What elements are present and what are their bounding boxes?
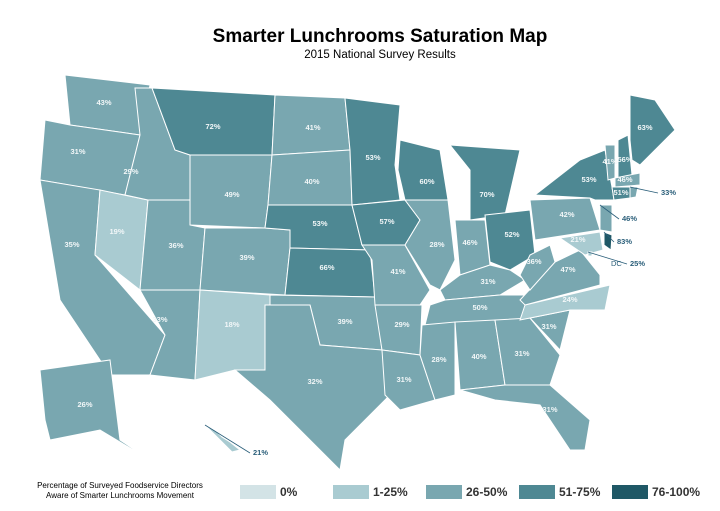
state-label: 41% [602,157,617,166]
state-label: 28% [429,240,444,249]
state-label: 56% [617,155,632,164]
legend-label: 26-50% [466,485,508,499]
state-label: 42% [559,210,574,219]
state-label: 53% [581,175,596,184]
state [204,424,242,453]
dc-label: DC [611,259,622,268]
state-label: 46% [462,238,477,247]
state-label: 18% [224,320,239,329]
legend-label: 0% [280,485,298,499]
state-label: 36% [168,241,183,250]
state-label: 66% [319,263,334,272]
state [397,139,449,201]
state [459,384,591,451]
state-label: 83% [617,237,632,246]
state-label: 60% [419,177,434,186]
map-subtitle: 2015 National Survey Results [304,49,456,61]
state-label: 40% [304,177,319,186]
state [484,209,536,271]
state-label: 46% [617,175,632,184]
legend-title: Percentage of Surveyed Foodservice Direc… [37,481,203,490]
state-label: 39% [337,317,352,326]
state-label: 31% [542,405,557,414]
state-label: 52% [504,230,519,239]
legend-label: 1-25% [373,485,408,499]
state-label: 41% [305,123,320,132]
leader-line [629,186,659,194]
legend-swatch [612,485,648,499]
state-label: 53% [365,153,380,162]
state-label: 47% [560,265,575,274]
state [603,231,613,251]
leader-line [204,424,251,454]
legend-title: Aware of Smarter Lunchrooms Movement [46,491,195,500]
legend-swatch [333,485,369,499]
state-label: 32% [307,377,322,386]
state-label: 46% [622,214,637,223]
state-label: 36% [526,257,541,266]
state-label: 41% [390,267,405,276]
state-label: 21% [570,235,585,244]
state [448,144,521,221]
state [629,94,676,166]
legend: 0% 1-25% 26-50% 51-75% 76-100% [240,485,700,499]
leader-line [603,231,615,243]
map-title: Smarter Lunchrooms Saturation Map [213,26,548,47]
legend-swatch [240,485,276,499]
state-label: 29% [394,320,409,329]
state-label: 19% [109,227,124,236]
state-label: 70% [479,190,494,199]
state [39,359,151,461]
leader-line [587,251,628,265]
state-label: 39% [239,253,254,262]
state-label: 31% [480,277,495,286]
state-label: 28% [431,355,446,364]
state [381,349,436,411]
leader-line [599,204,620,220]
state [404,199,456,291]
state-label: 57% [379,217,394,226]
state-label: 25% [630,259,645,268]
state [519,244,556,291]
state-label: 33% [152,315,167,324]
state-label: 50% [472,303,487,312]
state-label: 29% [123,167,138,176]
state-label: 31% [514,349,529,358]
state-label: 53% [312,219,327,228]
state-label: 33% [661,188,676,197]
state-label: 31% [396,375,411,384]
state-label: 31% [541,322,556,331]
state [419,321,456,401]
state-label: 35% [64,240,79,249]
state [284,247,376,298]
legend-swatch [519,485,555,499]
state [194,289,271,381]
state [629,186,639,199]
state [139,289,201,381]
state [344,97,401,206]
state-label: 43% [96,98,111,107]
state-label: 31% [70,147,85,156]
state [614,172,641,188]
state [558,231,604,256]
state-label: 24% [562,295,577,304]
legend-label: 51-75% [559,485,601,499]
legend-swatch [426,485,462,499]
state-label: 21% [253,448,268,457]
state-label: 72% [205,122,220,131]
state-label: 51% [613,188,628,197]
state-label: 49% [224,190,239,199]
states [39,74,676,472]
state-label: 26% [77,400,92,409]
state [233,304,391,472]
legend-label: 76-100% [652,485,700,499]
state-label: 40% [471,352,486,361]
state [374,304,423,356]
state-label: 63% [637,123,652,132]
labels: 43% 31% 35% 19% 29% 72% 49% 36% 39% 33% 18% 41% 40% 5… [64,98,676,457]
